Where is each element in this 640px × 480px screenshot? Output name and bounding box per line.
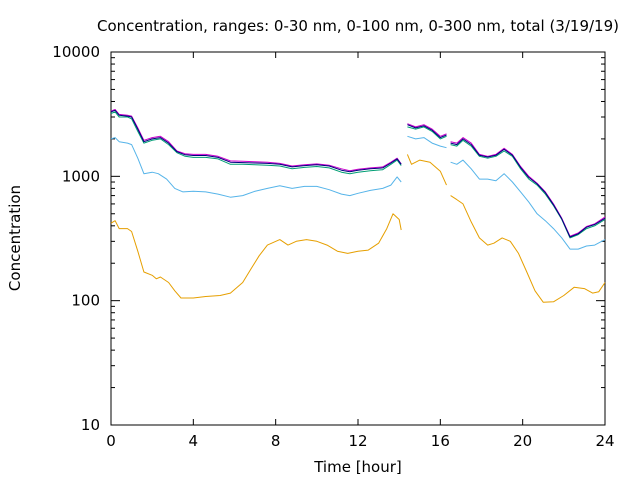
x-axis-label: Time [hour] — [313, 458, 402, 476]
x-tick-label: 8 — [271, 432, 281, 450]
series-5-line-segment-3 — [450, 138, 606, 238]
axis-ticks: 0 4 8 12 16 20 24 10 100 1000 10000 — [52, 43, 614, 450]
x-tick-label: 24 — [595, 432, 614, 450]
chart-title: Concentration, ranges: 0-30 nm, 0-100 nm… — [97, 17, 619, 35]
series-1-line-segment-1 — [110, 213, 402, 299]
x-tick-label: 12 — [348, 432, 367, 450]
y-tick-label: 1000 — [62, 167, 100, 185]
series-group — [110, 109, 606, 303]
y-tick-label: 10 — [81, 416, 100, 434]
x-tick-label: 20 — [513, 432, 532, 450]
y-tick-label: 10000 — [52, 43, 100, 61]
series-5-line-segment-2 — [407, 124, 447, 139]
series-4-line-segment-3 — [450, 137, 606, 237]
series-4-line-segment-2 — [407, 123, 447, 137]
series-2-line-segment-3 — [450, 159, 606, 250]
x-tick-label: 0 — [106, 432, 116, 450]
y-axis-label: Concentration — [6, 185, 24, 291]
plot-frame — [110, 51, 606, 426]
series-2-line-segment-1 — [110, 137, 402, 198]
x-tick-label: 16 — [431, 432, 450, 450]
series-2-line-segment-2 — [407, 135, 447, 149]
series-3-line-segment-1 — [110, 111, 402, 175]
series-5-line-segment-1 — [110, 109, 402, 173]
series-3-line-segment-2 — [407, 126, 447, 140]
series-1-line-segment-3 — [450, 195, 606, 303]
series-3-line-segment-3 — [450, 139, 606, 239]
y-tick-label: 100 — [71, 292, 100, 310]
x-tick-label: 4 — [189, 432, 199, 450]
series-4-line-segment-1 — [110, 109, 402, 172]
series-1-line-segment-2 — [406, 154, 447, 186]
